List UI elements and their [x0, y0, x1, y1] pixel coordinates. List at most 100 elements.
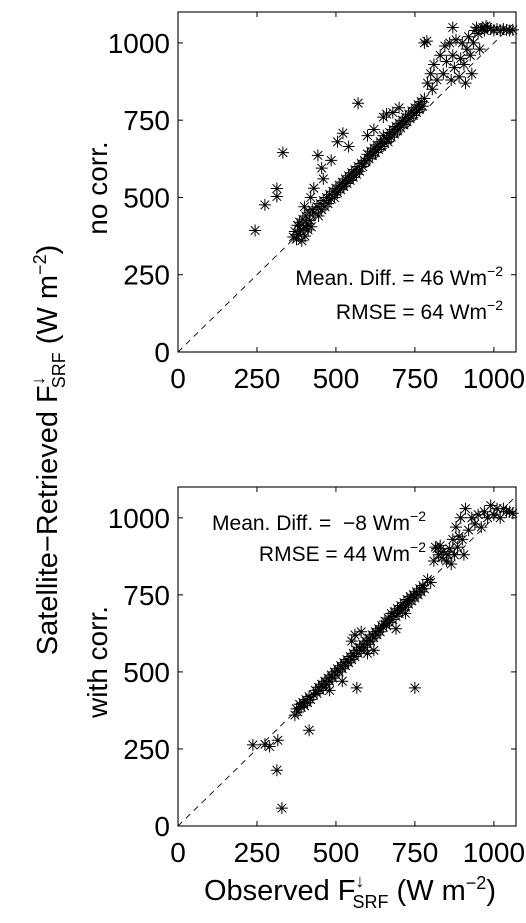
data-point	[276, 146, 289, 159]
data-point	[451, 541, 464, 554]
data-point	[435, 551, 448, 564]
data-point	[454, 52, 467, 65]
data-point	[421, 77, 434, 90]
panel-label-no-corr: no corr.	[82, 141, 113, 234]
data-point	[459, 502, 472, 515]
y-tick-label: 500	[123, 657, 170, 688]
scatter-panel-with-corr: 0 250 500 750 1000 0 250 500 750 1000	[108, 486, 525, 868]
data-point	[424, 67, 437, 80]
data-point	[497, 23, 510, 35]
y-tick-label: 250	[123, 734, 170, 765]
rmse-text: RMSE = 64 Wm	[336, 301, 487, 324]
y-tick-label: 1000	[108, 28, 170, 59]
data-point	[393, 101, 406, 114]
data-point	[270, 182, 283, 195]
data-point	[355, 625, 368, 638]
data-point	[299, 230, 311, 243]
x-tick-label: 250	[234, 837, 281, 868]
data-point	[290, 702, 303, 715]
data-point	[445, 558, 458, 570]
data-point	[306, 203, 319, 216]
data-point	[361, 129, 374, 142]
x-tick-label: 750	[392, 363, 439, 394]
y-tick-label: 0	[154, 811, 170, 842]
data-point	[304, 191, 317, 204]
data-point	[506, 23, 519, 36]
y-axis-label-close: )	[32, 245, 64, 255]
data-point	[454, 511, 467, 524]
data-point	[481, 21, 494, 34]
data-point	[378, 137, 391, 150]
data-point	[303, 724, 316, 737]
data-point	[258, 198, 271, 211]
data-point	[292, 706, 304, 718]
data-point	[367, 123, 380, 136]
data-point	[258, 738, 271, 751]
data-point	[418, 36, 431, 49]
data-point	[468, 518, 481, 530]
data-point	[448, 548, 461, 561]
y-axis-label: Satellite−Retrieved F↓SRF (W m−2)	[28, 245, 69, 656]
rmse-annotation: RMSE = 64 Wm−2	[336, 297, 503, 324]
data-point	[322, 197, 334, 210]
panel-label-with-corr: with corr.	[82, 606, 113, 719]
data-point	[288, 225, 301, 238]
data-point	[472, 508, 485, 521]
data-point	[298, 200, 311, 213]
data-point	[459, 77, 472, 90]
data-point	[345, 635, 358, 648]
data-point	[386, 106, 399, 119]
data-point	[292, 228, 305, 241]
data-point	[503, 505, 516, 518]
data-point	[446, 49, 459, 62]
data-point	[440, 555, 453, 567]
y-tick-label: 500	[123, 182, 170, 213]
data-point	[462, 30, 475, 43]
data-point	[352, 97, 365, 110]
data-point	[434, 539, 447, 552]
mean-diff-unit-sup: −2	[487, 263, 503, 279]
data-point	[470, 21, 483, 34]
data-point	[275, 802, 288, 815]
x-tick-label: 750	[392, 837, 439, 868]
mean-diff-text: Mean. Diff. = 46 Wm	[295, 267, 487, 290]
data-point	[503, 24, 516, 37]
y-axis-label-unit: (W m	[32, 275, 64, 352]
data-point	[446, 533, 459, 546]
data-point	[438, 40, 451, 52]
data-point	[304, 693, 317, 706]
data-point	[475, 521, 488, 534]
data-point	[500, 23, 513, 36]
data-point	[367, 644, 380, 657]
x-tick-label: 0	[170, 837, 186, 868]
x-axis-label-unit: (W m	[388, 875, 465, 907]
data-point	[348, 628, 361, 641]
data-point	[293, 698, 306, 711]
data-point	[328, 191, 341, 204]
y-axis-label-subscript: SRF	[49, 352, 69, 388]
y-tick-label: 750	[123, 580, 170, 611]
data-point	[350, 681, 363, 694]
x-axis-label-close: )	[486, 875, 496, 907]
data-point	[418, 92, 431, 105]
data-point	[427, 58, 440, 71]
data-point	[246, 738, 259, 751]
data-point	[325, 193, 338, 205]
data-point	[450, 521, 462, 534]
data-point	[481, 511, 494, 524]
data-point	[450, 33, 462, 46]
data-point	[461, 43, 473, 56]
data-point	[456, 36, 469, 49]
data-point	[465, 511, 478, 524]
data-point	[437, 67, 450, 80]
data-point	[491, 23, 503, 35]
x-tick-label: 500	[313, 363, 360, 394]
down-arrow-icon: ↓	[28, 376, 48, 385]
data-point	[418, 582, 431, 595]
data-point	[385, 607, 398, 620]
mean-diff-annotation: Mean. Diff. = −8 Wm−2	[212, 508, 426, 535]
data-point	[356, 160, 369, 173]
data-point	[290, 233, 303, 246]
data-point	[478, 505, 491, 518]
data-point	[448, 61, 461, 74]
